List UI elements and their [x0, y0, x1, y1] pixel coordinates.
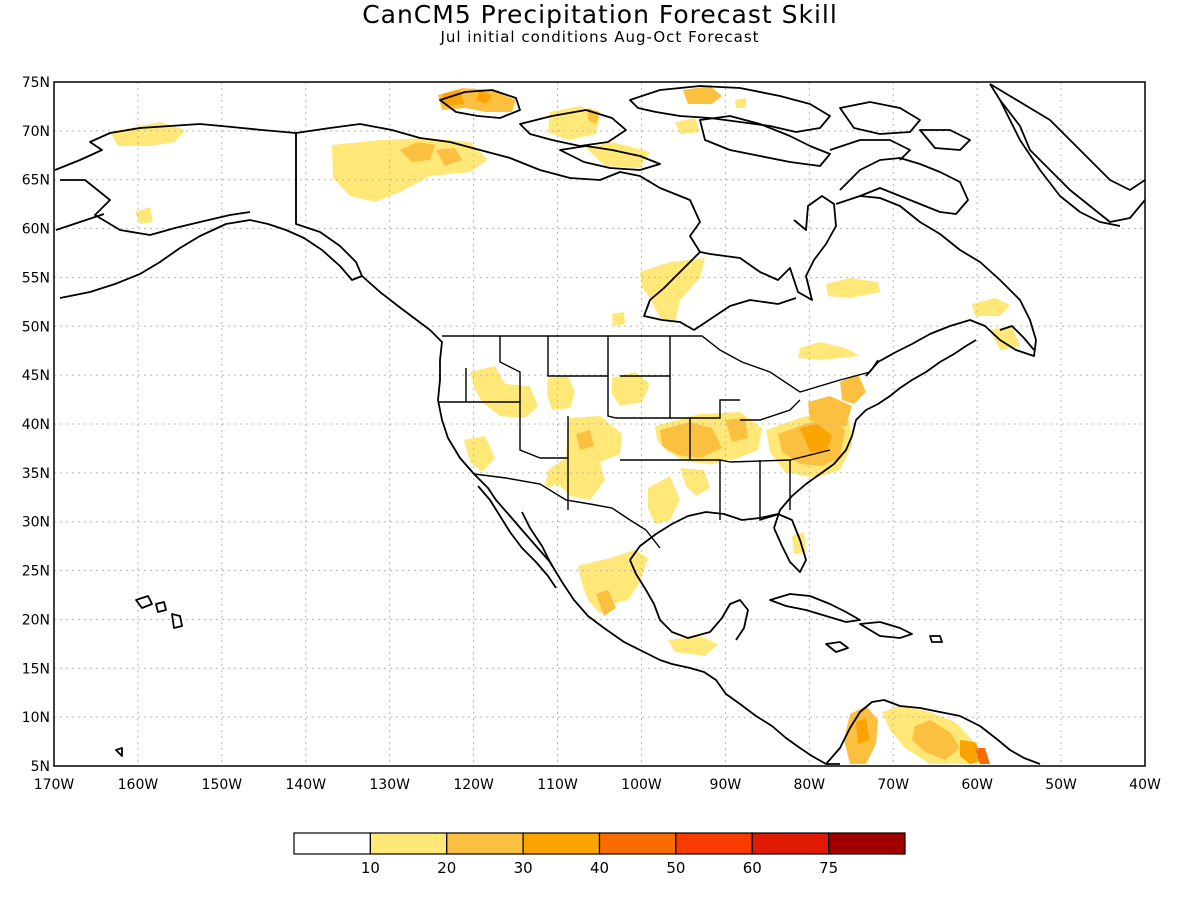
lat-label-15n: 15N [22, 661, 50, 677]
lat-label-55n: 55N [22, 270, 50, 286]
colorbar-swatch [751, 832, 830, 855]
lat-label-40n: 40N [22, 417, 50, 433]
lon-label-110w: 110W [537, 777, 578, 793]
lon-label-40w: 40W [1129, 777, 1161, 793]
colorbar-label: 50 [666, 859, 685, 877]
map-gridlines [54, 82, 1145, 766]
lat-label-25n: 25N [22, 564, 50, 580]
map-frame [53, 81, 1146, 767]
colorbar-label: 10 [361, 859, 380, 877]
coastlines [54, 83, 1145, 765]
colorbar-swatch [598, 832, 677, 855]
lon-label-80w: 80W [793, 777, 825, 793]
lat-label-50n: 50N [22, 319, 50, 335]
lon-label-160w: 160W [118, 777, 159, 793]
lat-label-70n: 70N [22, 124, 50, 140]
colorbar-label: 40 [590, 859, 609, 877]
lat-label-45n: 45N [22, 368, 50, 384]
lon-label-130w: 130W [369, 777, 410, 793]
colorbar-label: 75 [819, 859, 838, 877]
political-borders [295, 133, 879, 549]
lat-label-65n: 65N [22, 173, 50, 189]
colorbar-swatch [369, 832, 448, 855]
lon-label-140w: 140W [285, 777, 326, 793]
lon-label-60w: 60W [961, 777, 993, 793]
colorbar-swatch [522, 832, 601, 855]
lon-label-50w: 50W [1045, 777, 1077, 793]
lat-label-35n: 35N [22, 466, 50, 482]
lon-label-90w: 90W [710, 777, 742, 793]
skill-shading [110, 86, 1020, 764]
lat-label-30n: 30N [22, 515, 50, 531]
colorbar: 10 20 30 40 50 60 75 [293, 832, 906, 877]
lon-label-150w: 150W [202, 777, 243, 793]
lon-label-120w: 120W [453, 777, 494, 793]
colorbar-swatch [828, 832, 906, 855]
colorbar-swatch [675, 832, 753, 855]
colorbar-swatch [293, 832, 371, 855]
chart-title: CanCM5 Precipitation Forecast Skill [362, 0, 838, 29]
lon-label-70w: 70W [877, 777, 909, 793]
colorbar-label: 60 [743, 859, 762, 877]
chart-subtitle: Jul initial conditions Aug-Oct Forecast [440, 28, 760, 46]
colorbar-label: 20 [437, 859, 456, 877]
lon-label-170w: 170W [34, 777, 75, 793]
lat-label-10n: 10N [22, 710, 50, 726]
colorbar-swatch [446, 832, 524, 855]
lat-label-5n: 5N [31, 759, 50, 775]
lon-label-100w: 100W [621, 777, 662, 793]
lat-label-60n: 60N [22, 222, 50, 238]
lat-label-75n: 75N [22, 75, 50, 91]
colorbar-label: 30 [514, 859, 533, 877]
lat-label-20n: 20N [22, 612, 50, 628]
axis-ticks: 75N 70N 65N 60N 55N 50N 45N 40N 35N 30N 25N 20N 15N 1… [22, 75, 1161, 793]
